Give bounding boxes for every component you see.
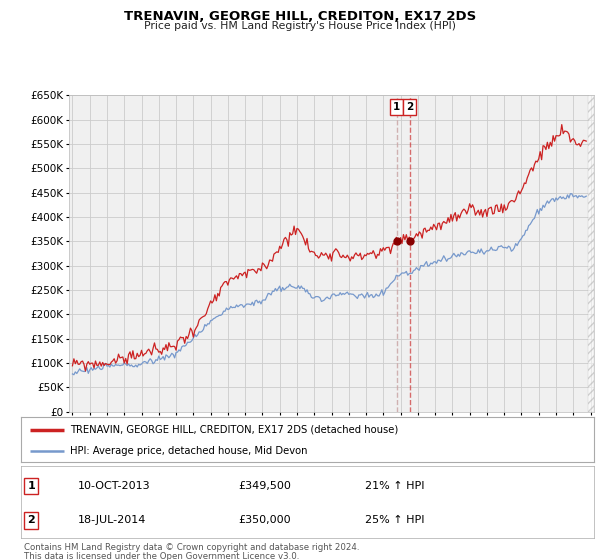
Text: Price paid vs. HM Land Registry's House Price Index (HPI): Price paid vs. HM Land Registry's House … bbox=[144, 21, 456, 31]
Text: 1: 1 bbox=[28, 481, 35, 491]
Text: TRENAVIN, GEORGE HILL, CREDITON, EX17 2DS (detached house): TRENAVIN, GEORGE HILL, CREDITON, EX17 2D… bbox=[70, 424, 398, 435]
Text: 10-OCT-2013: 10-OCT-2013 bbox=[79, 481, 151, 491]
Text: Contains HM Land Registry data © Crown copyright and database right 2024.: Contains HM Land Registry data © Crown c… bbox=[24, 543, 359, 552]
Text: 2: 2 bbox=[406, 102, 413, 113]
Text: £349,500: £349,500 bbox=[239, 481, 292, 491]
Text: 25% ↑ HPI: 25% ↑ HPI bbox=[365, 515, 424, 525]
Text: 1: 1 bbox=[393, 102, 400, 113]
Text: £350,000: £350,000 bbox=[239, 515, 292, 525]
Text: 18-JUL-2014: 18-JUL-2014 bbox=[79, 515, 146, 525]
Text: This data is licensed under the Open Government Licence v3.0.: This data is licensed under the Open Gov… bbox=[24, 552, 299, 560]
Text: 2: 2 bbox=[28, 515, 35, 525]
Text: TRENAVIN, GEORGE HILL, CREDITON, EX17 2DS: TRENAVIN, GEORGE HILL, CREDITON, EX17 2D… bbox=[124, 10, 476, 23]
Text: 21% ↑ HPI: 21% ↑ HPI bbox=[365, 481, 424, 491]
Text: HPI: Average price, detached house, Mid Devon: HPI: Average price, detached house, Mid … bbox=[70, 446, 307, 456]
